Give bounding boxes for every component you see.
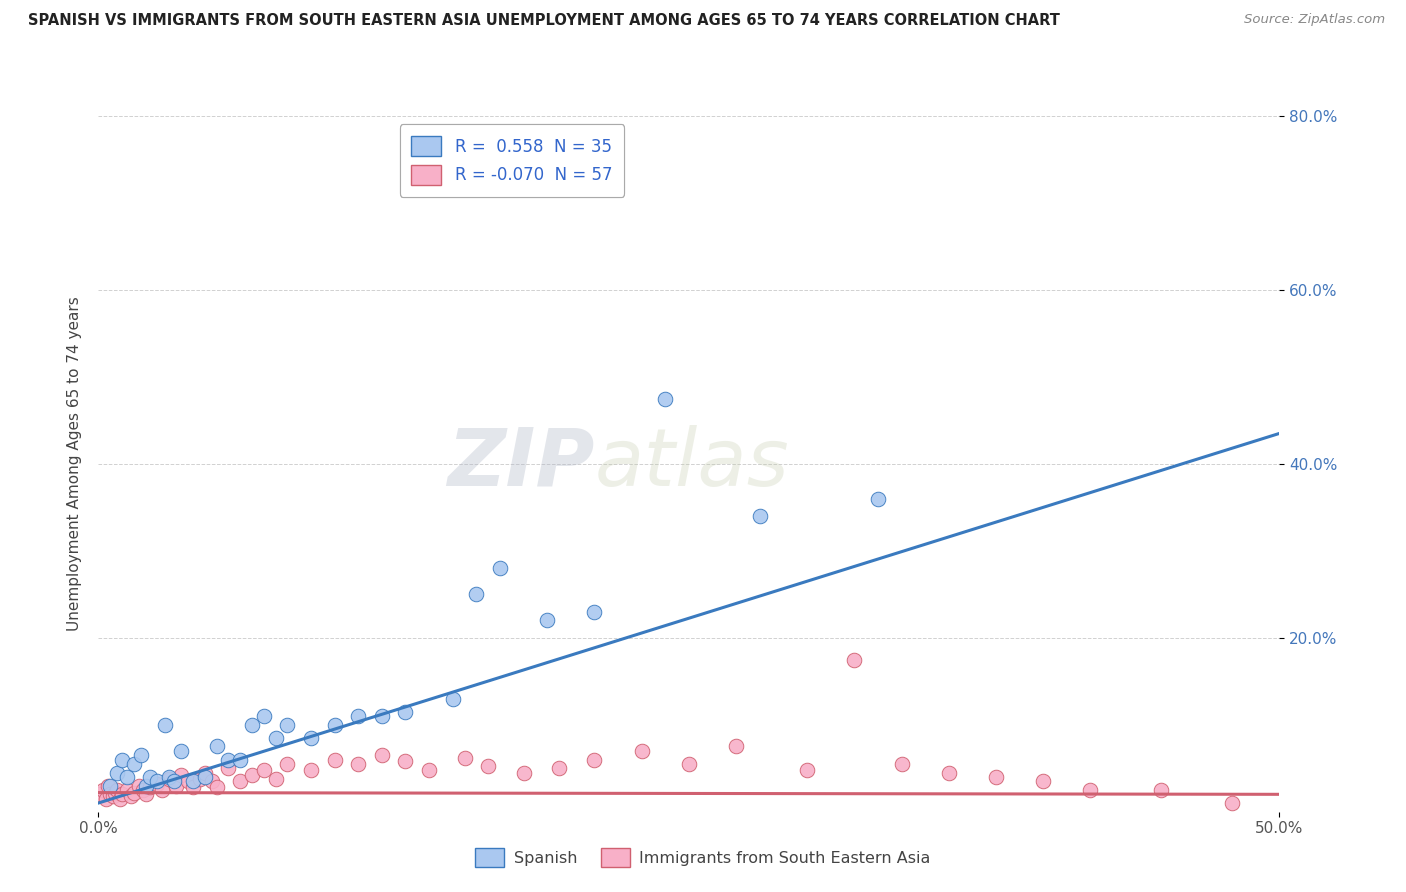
Point (938, 765, 960, 780)
Point (583, 753, 606, 767)
Point (1032, 774, 1054, 789)
Point (217, 753, 239, 767)
Point (105, 765, 128, 780)
Point (121, 789, 143, 803)
Point (111, 753, 134, 767)
Point (1150, 783, 1173, 797)
Point (128, 779, 150, 793)
Point (201, 774, 224, 789)
Point (146, 777, 169, 791)
Point (347, 709, 370, 723)
Point (122, 756, 145, 771)
Point (135, 779, 157, 793)
Point (477, 759, 499, 773)
Point (299, 763, 322, 777)
Point (163, 774, 186, 789)
Point (98, 779, 121, 793)
Point (453, 751, 475, 765)
Point (512, 765, 534, 780)
Point (347, 756, 370, 771)
Point (87, 788, 110, 801)
Point (796, 763, 818, 777)
Text: ZIP: ZIP (447, 425, 595, 503)
Point (98, 788, 121, 801)
Point (654, 392, 676, 406)
Point (264, 731, 287, 745)
Point (188, 772, 211, 786)
Point (276, 717, 298, 731)
Point (157, 772, 180, 786)
Point (229, 753, 252, 767)
Point (323, 753, 346, 767)
Point (194, 765, 217, 780)
Legend: Spanish, Immigrants from South Eastern Asia: Spanish, Immigrants from South Eastern A… (467, 839, 939, 875)
Point (240, 717, 263, 731)
Y-axis label: Unemployment Among Ages 65 to 74 years: Unemployment Among Ages 65 to 74 years (66, 296, 82, 632)
Point (465, 587, 488, 601)
Point (205, 780, 228, 795)
Point (583, 605, 606, 619)
Point (181, 774, 204, 789)
Point (129, 748, 152, 763)
Point (371, 748, 394, 763)
Point (536, 614, 558, 628)
Point (630, 744, 652, 758)
Text: atlas: atlas (595, 425, 789, 503)
Point (844, 652, 866, 666)
Legend: R =  0.558  N = 35, R = -0.070  N = 57: R = 0.558 N = 35, R = -0.070 N = 57 (399, 124, 624, 196)
Point (115, 770, 138, 784)
Point (253, 709, 276, 723)
Point (678, 756, 700, 771)
Point (194, 770, 217, 784)
Point (170, 744, 193, 758)
Point (299, 731, 322, 745)
Point (135, 788, 157, 801)
Point (105, 783, 128, 797)
Point (984, 770, 1007, 784)
Point (394, 705, 416, 719)
Point (170, 768, 193, 782)
Point (1080, 783, 1102, 797)
Point (111, 788, 134, 801)
Point (122, 786, 145, 800)
Point (890, 756, 912, 771)
Point (181, 780, 204, 795)
Point (748, 508, 770, 523)
Point (157, 770, 180, 784)
Point (217, 761, 239, 775)
Point (104, 786, 127, 800)
Point (866, 491, 889, 506)
Point (150, 783, 173, 797)
Point (153, 717, 176, 731)
Point (394, 754, 416, 768)
Point (139, 780, 162, 795)
Point (94, 791, 117, 805)
Point (1220, 796, 1243, 810)
Point (441, 691, 464, 706)
Point (725, 739, 748, 754)
Point (146, 774, 169, 789)
Point (177, 774, 200, 789)
Point (101, 789, 124, 803)
Point (264, 772, 287, 786)
Text: SPANISH VS IMMIGRANTS FROM SOUTH EASTERN ASIA UNEMPLOYMENT AMONG AGES 65 TO 74 Y: SPANISH VS IMMIGRANTS FROM SOUTH EASTERN… (28, 13, 1060, 29)
Point (165, 779, 187, 793)
Point (276, 756, 298, 771)
Point (115, 783, 138, 797)
Point (489, 561, 512, 575)
Point (371, 709, 394, 723)
Point (240, 768, 263, 782)
Point (139, 770, 162, 784)
Point (108, 791, 131, 805)
Point (91, 783, 114, 797)
Point (548, 761, 571, 775)
Text: Source: ZipAtlas.com: Source: ZipAtlas.com (1244, 13, 1385, 27)
Point (132, 783, 155, 797)
Point (253, 763, 276, 777)
Point (97, 779, 120, 793)
Point (205, 739, 228, 754)
Point (418, 763, 440, 777)
Point (229, 774, 252, 789)
Point (323, 717, 346, 731)
